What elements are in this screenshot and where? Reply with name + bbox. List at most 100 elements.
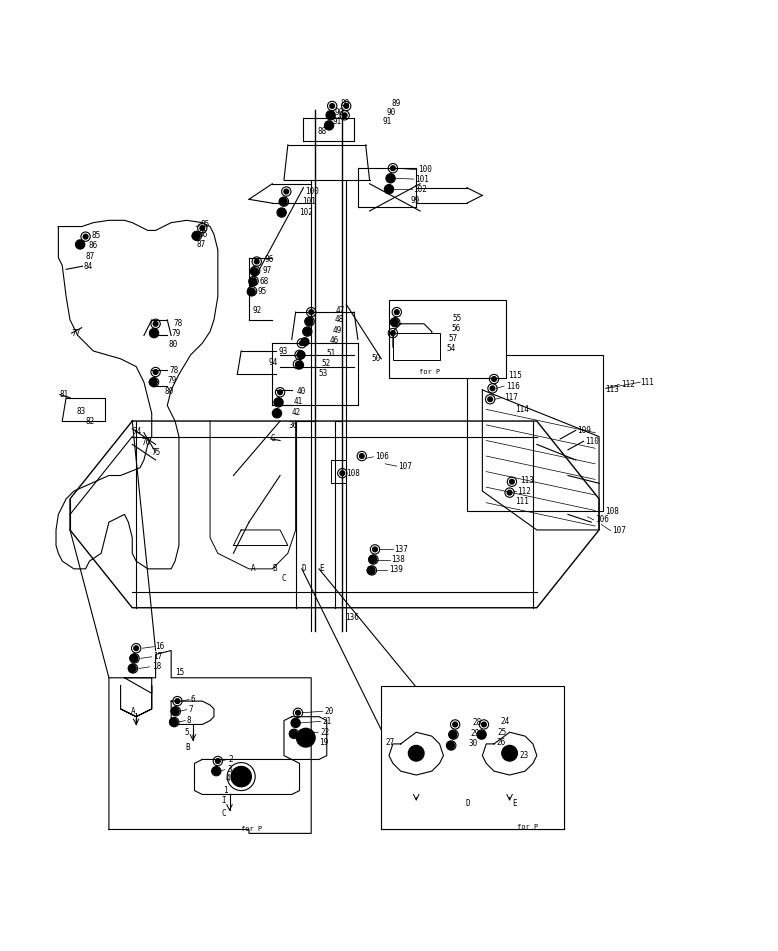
Text: 5: 5	[184, 728, 189, 737]
Text: 92: 92	[253, 306, 262, 315]
Text: 16: 16	[156, 642, 165, 651]
Circle shape	[273, 409, 281, 417]
Circle shape	[152, 379, 156, 384]
Text: 36: 36	[289, 421, 298, 430]
Text: 86: 86	[198, 230, 208, 239]
Text: 40: 40	[296, 387, 306, 396]
Text: 41: 41	[294, 398, 303, 406]
Circle shape	[278, 208, 286, 217]
Text: 113: 113	[520, 476, 534, 485]
Text: 89: 89	[391, 99, 401, 108]
Circle shape	[296, 362, 300, 366]
Circle shape	[373, 547, 377, 552]
Text: 91: 91	[383, 117, 392, 126]
Circle shape	[507, 491, 512, 495]
Text: 22: 22	[321, 728, 330, 737]
Text: 108: 108	[346, 470, 360, 478]
Circle shape	[251, 268, 258, 276]
Circle shape	[78, 243, 82, 246]
Text: 107: 107	[612, 526, 626, 535]
Circle shape	[214, 768, 219, 773]
Text: 25: 25	[498, 728, 507, 737]
Text: 108: 108	[605, 507, 619, 515]
Circle shape	[296, 710, 300, 715]
Circle shape	[449, 743, 454, 747]
Text: 90: 90	[335, 107, 344, 117]
Circle shape	[153, 321, 158, 326]
Text: 19: 19	[319, 738, 328, 747]
Text: G: G	[271, 435, 275, 443]
Bar	[389, 301, 506, 378]
Circle shape	[305, 318, 313, 325]
Circle shape	[340, 471, 345, 476]
Text: 137: 137	[394, 545, 408, 553]
Circle shape	[192, 232, 200, 240]
Circle shape	[292, 731, 296, 736]
Text: 54: 54	[447, 344, 456, 353]
Circle shape	[385, 185, 393, 193]
Circle shape	[254, 260, 259, 263]
Text: E: E	[512, 800, 517, 808]
Circle shape	[76, 241, 84, 248]
Circle shape	[134, 646, 138, 650]
Text: 106: 106	[595, 515, 609, 524]
Circle shape	[212, 767, 220, 775]
Circle shape	[200, 225, 205, 230]
Text: for P: for P	[241, 826, 262, 832]
Circle shape	[152, 331, 156, 336]
Circle shape	[387, 174, 394, 183]
Circle shape	[279, 198, 287, 205]
Text: 23: 23	[520, 751, 529, 760]
Circle shape	[307, 320, 312, 323]
Circle shape	[300, 340, 304, 345]
Bar	[331, 460, 346, 483]
Circle shape	[502, 746, 517, 761]
Text: 101: 101	[415, 175, 429, 184]
Circle shape	[149, 378, 157, 386]
Text: 18: 18	[152, 663, 161, 671]
Text: 107: 107	[398, 461, 412, 471]
Text: 115: 115	[508, 372, 522, 380]
Text: 114: 114	[515, 405, 529, 414]
Circle shape	[292, 719, 300, 727]
Text: 139: 139	[389, 565, 403, 574]
Text: 87: 87	[196, 240, 205, 249]
Text: 47: 47	[336, 306, 345, 315]
Circle shape	[279, 210, 284, 215]
Circle shape	[231, 767, 251, 786]
Text: 85: 85	[201, 221, 210, 229]
Text: 49: 49	[332, 325, 342, 335]
Circle shape	[249, 278, 257, 285]
Circle shape	[344, 104, 349, 108]
Circle shape	[128, 665, 136, 672]
Circle shape	[330, 104, 335, 108]
Circle shape	[250, 289, 254, 294]
Circle shape	[478, 730, 485, 739]
Text: 116: 116	[506, 381, 520, 391]
Circle shape	[369, 555, 377, 563]
Text: 78: 78	[173, 320, 183, 328]
Text: 102: 102	[413, 184, 427, 194]
Circle shape	[479, 732, 484, 737]
Text: 55: 55	[453, 314, 462, 322]
Text: 6: 6	[191, 695, 195, 704]
Circle shape	[482, 722, 486, 727]
Circle shape	[391, 319, 398, 326]
Circle shape	[387, 186, 391, 191]
Circle shape	[510, 479, 514, 484]
Text: 30: 30	[468, 740, 478, 748]
Circle shape	[216, 759, 220, 764]
Bar	[393, 333, 440, 360]
Circle shape	[251, 279, 256, 283]
Text: 117: 117	[504, 393, 518, 402]
Text: 15: 15	[175, 668, 184, 677]
Text: 106: 106	[375, 453, 389, 461]
Circle shape	[284, 189, 289, 194]
Circle shape	[408, 746, 424, 761]
Bar	[381, 686, 564, 829]
Text: 100: 100	[305, 187, 319, 196]
Text: 51: 51	[327, 349, 336, 358]
Circle shape	[391, 165, 395, 170]
Text: 85: 85	[92, 231, 101, 241]
Bar	[467, 355, 603, 511]
